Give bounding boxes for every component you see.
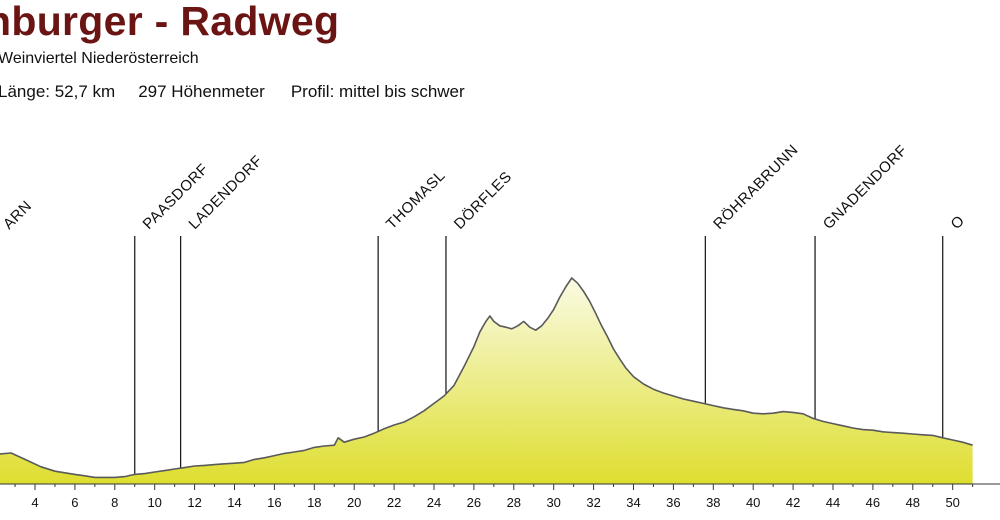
x-tick-label: 36: [666, 495, 680, 510]
x-tick-label: 18: [307, 495, 321, 510]
x-tick-label: 46: [866, 495, 880, 510]
route-stats: Länge: 52,7 km 297 Höhenmeter Profil: mitt…: [0, 82, 465, 102]
x-tick-label: 16: [267, 495, 281, 510]
place-label: ARN: [0, 197, 35, 232]
x-tick-label: 32: [586, 495, 600, 510]
x-tick-label: 44: [826, 495, 840, 510]
x-tick-label: 4: [31, 495, 38, 510]
route-title: nburger - Radweg: [0, 0, 340, 44]
x-tick-label: 50: [945, 495, 959, 510]
x-tick-label: 20: [347, 495, 361, 510]
x-tick-label: 38: [706, 495, 720, 510]
place-label: THOMASL: [383, 167, 449, 233]
x-tick-label: 26: [467, 495, 481, 510]
route-length: Länge: 52,7 km: [0, 82, 116, 101]
profile-line: [0, 277, 973, 479]
x-tick-label: 48: [906, 495, 920, 510]
x-tick-label: 24: [427, 495, 441, 510]
x-tick-label: 22: [387, 495, 401, 510]
place-label: RÖHRABRUNN: [709, 141, 801, 233]
x-tick-label: 10: [147, 495, 161, 510]
x-tick-label: 34: [626, 495, 640, 510]
place-label: O: [948, 212, 969, 233]
route-elevation-gain: 297 Höhenmeter: [138, 82, 265, 101]
place-label: GNADENDORF: [820, 142, 911, 233]
x-tick-label: 6: [71, 495, 78, 510]
x-tick-label: 40: [746, 495, 760, 510]
place-label: DÖRFLES: [450, 168, 515, 233]
x-tick-label: 30: [546, 495, 560, 510]
x-tick-label: 42: [786, 495, 800, 510]
route-region: Weinviertel Niederösterreich: [0, 50, 199, 67]
route-difficulty: Profil: mittel bis schwer: [290, 82, 465, 101]
profile-area-fill: [0, 278, 973, 484]
x-tick-label: 8: [111, 495, 118, 510]
x-tick-label: 28: [507, 495, 521, 510]
x-tick-label: 14: [227, 495, 241, 510]
x-tick-label: 12: [187, 495, 201, 510]
